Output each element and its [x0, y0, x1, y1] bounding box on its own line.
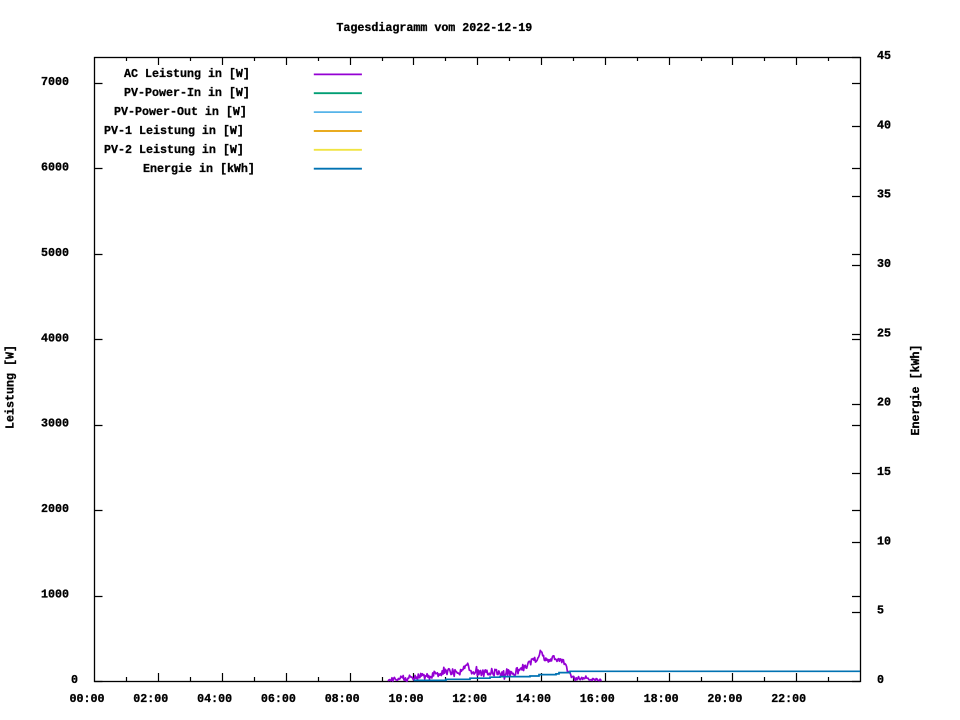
svg-text:12:00: 12:00: [452, 692, 487, 706]
svg-text:10:00: 10:00: [389, 692, 424, 706]
svg-text:0: 0: [71, 673, 78, 687]
svg-text:Energie [kWh]: Energie [kWh]: [909, 345, 923, 436]
svg-text:20:00: 20:00: [707, 692, 742, 706]
svg-text:35: 35: [877, 188, 891, 202]
svg-text:0: 0: [877, 673, 884, 687]
svg-text:7000: 7000: [41, 75, 69, 89]
svg-text:5: 5: [877, 604, 884, 618]
svg-text:Energie in [kWh]: Energie in [kWh]: [143, 162, 255, 176]
svg-text:1000: 1000: [41, 588, 69, 602]
svg-text:30: 30: [877, 257, 891, 271]
svg-text:02:00: 02:00: [133, 692, 168, 706]
svg-text:08:00: 08:00: [325, 692, 360, 706]
svg-text:04:00: 04:00: [197, 692, 232, 706]
svg-text:40: 40: [877, 118, 891, 132]
svg-text:16:00: 16:00: [580, 692, 615, 706]
svg-text:20: 20: [877, 396, 891, 410]
svg-text:3000: 3000: [41, 417, 69, 431]
svg-text:Leistung [W]: Leistung [W]: [3, 345, 17, 429]
svg-text:PV-Power-In in [W]: PV-Power-In in [W]: [124, 86, 250, 100]
svg-text:PV-Power-Out in [W]: PV-Power-Out in [W]: [114, 105, 247, 119]
svg-text:00:00: 00:00: [70, 692, 105, 706]
svg-text:2000: 2000: [41, 502, 69, 516]
svg-text:14:00: 14:00: [516, 692, 551, 706]
svg-text:10: 10: [877, 534, 891, 548]
svg-text:06:00: 06:00: [261, 692, 296, 706]
svg-text:22:00: 22:00: [771, 692, 806, 706]
svg-text:PV-2 Leistung in [W]: PV-2 Leistung in [W]: [104, 143, 244, 157]
svg-text:4000: 4000: [41, 331, 69, 345]
svg-text:5000: 5000: [41, 246, 69, 260]
svg-text:15: 15: [877, 465, 891, 479]
svg-text:25: 25: [877, 326, 891, 340]
svg-text:18:00: 18:00: [644, 692, 679, 706]
svg-text:6000: 6000: [41, 160, 69, 174]
svg-text:Tagesdiagramm vom 2022-12-19: Tagesdiagramm vom 2022-12-19: [336, 21, 532, 35]
svg-text:PV-1 Leistung in [W]: PV-1 Leistung in [W]: [104, 124, 244, 138]
svg-text:45: 45: [877, 49, 891, 63]
svg-text:AC Leistung in [W]: AC Leistung in [W]: [124, 67, 250, 81]
